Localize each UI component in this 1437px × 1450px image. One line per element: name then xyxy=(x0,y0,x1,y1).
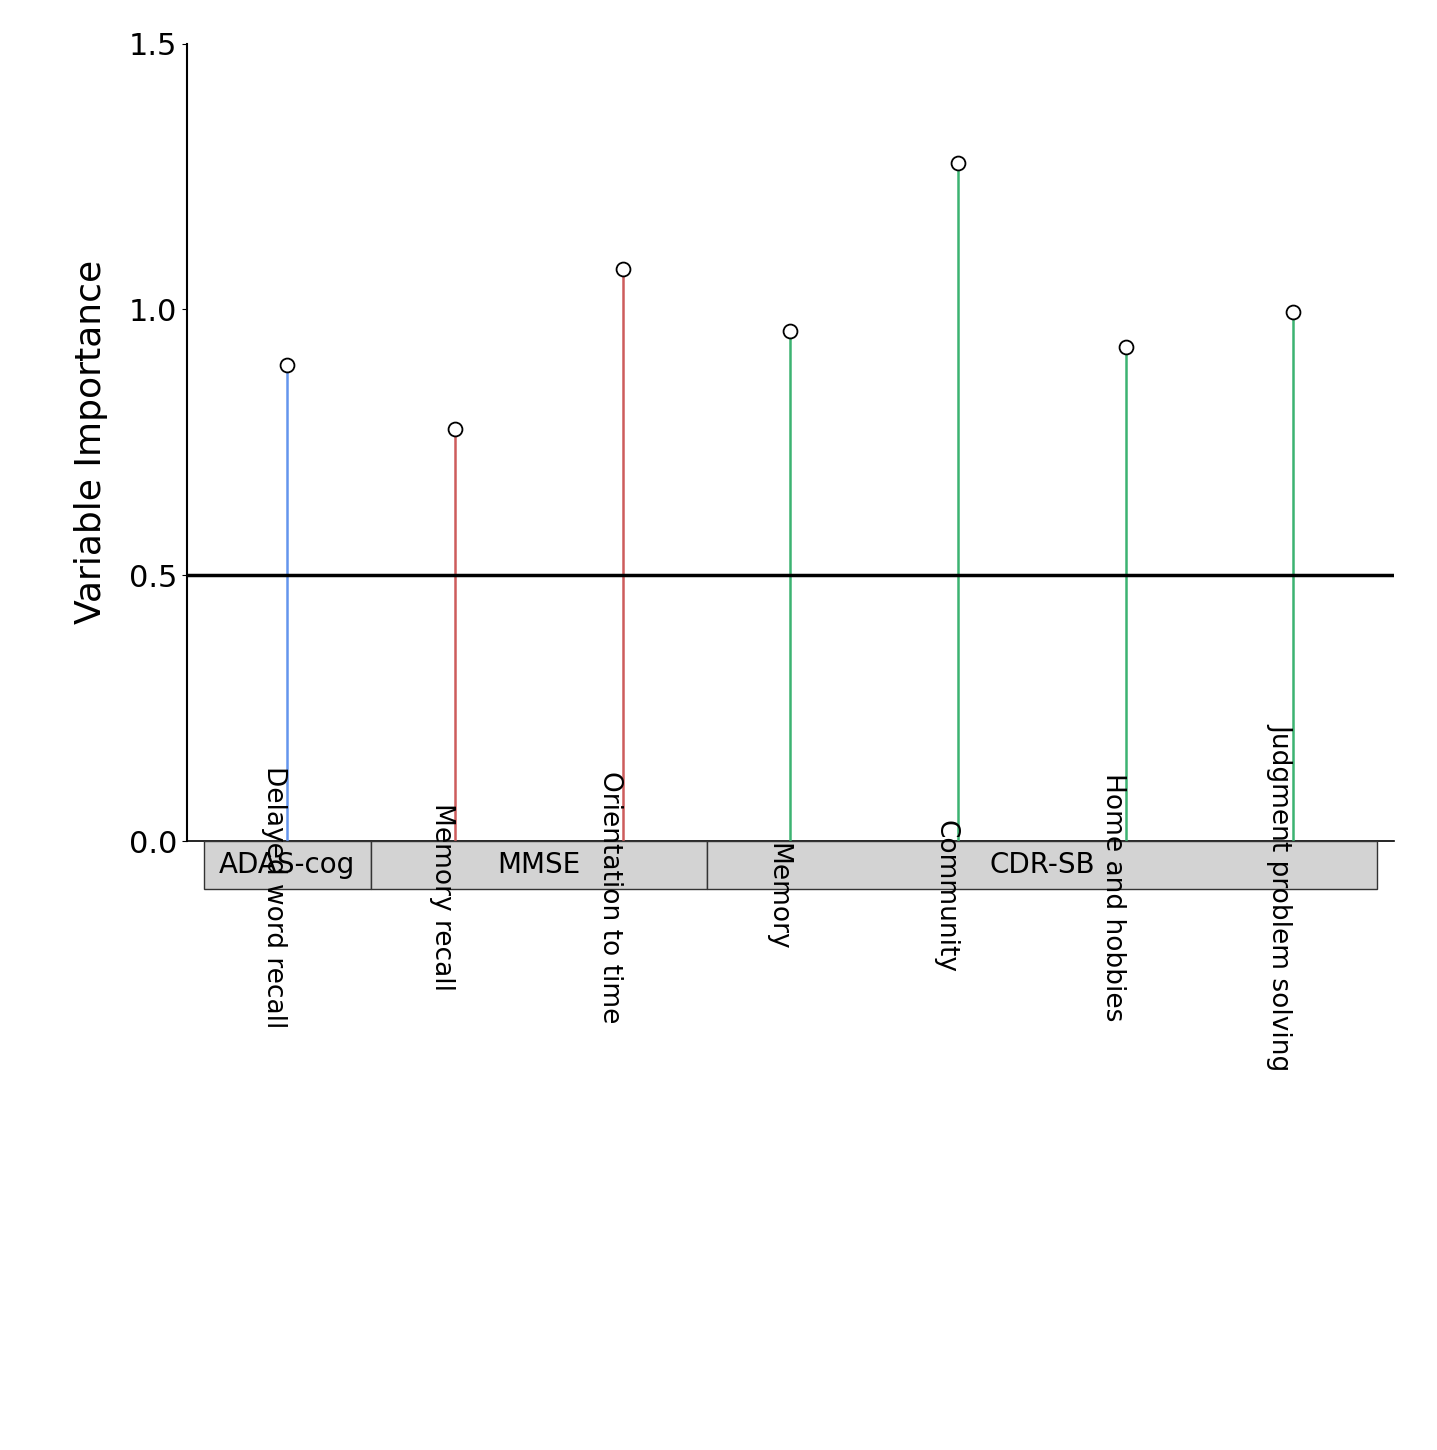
Text: Memory: Memory xyxy=(764,842,790,951)
Text: Judgment problem solving: Judgment problem solving xyxy=(1267,724,1293,1070)
Text: Delayed word recall: Delayed word recall xyxy=(262,766,287,1028)
Text: CDR-SB: CDR-SB xyxy=(989,851,1095,879)
FancyBboxPatch shape xyxy=(707,841,1377,889)
FancyBboxPatch shape xyxy=(371,841,707,889)
Text: Orientation to time: Orientation to time xyxy=(596,770,622,1024)
Text: Community: Community xyxy=(933,821,958,973)
Text: Home and hobbies: Home and hobbies xyxy=(1099,773,1125,1021)
Text: ADAS-cog: ADAS-cog xyxy=(220,851,355,879)
Text: Memory recall: Memory recall xyxy=(430,803,456,990)
Y-axis label: Variable Importance: Variable Importance xyxy=(73,260,108,625)
Text: MMSE: MMSE xyxy=(497,851,581,879)
FancyBboxPatch shape xyxy=(204,841,371,889)
